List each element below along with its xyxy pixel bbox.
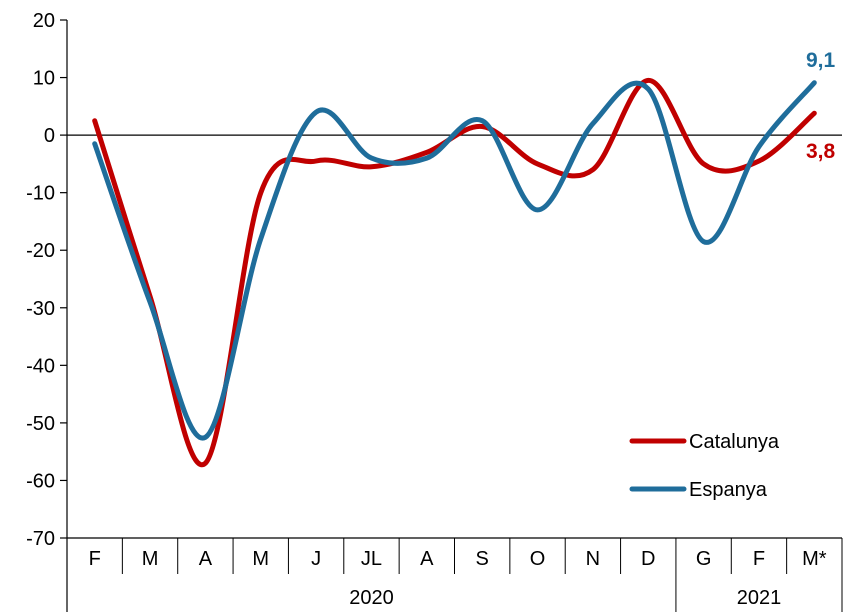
y-tick-label: 0 xyxy=(44,125,55,147)
x-tick-label: A xyxy=(199,548,213,570)
x-tick-label: JL xyxy=(361,548,382,570)
x-tick-label: S xyxy=(476,548,489,570)
y-tick-label: 20 xyxy=(33,10,55,32)
y-tick-label: 10 xyxy=(33,68,55,90)
y-tick-label: -70 xyxy=(26,528,55,550)
y-tick-label: -40 xyxy=(26,355,55,377)
legend-label-catalunya: Catalunya xyxy=(689,431,780,453)
series-line-catalunya xyxy=(92,77,817,468)
x-tick-label: O xyxy=(530,548,546,570)
y-tick-label: -50 xyxy=(26,413,55,435)
x-tick-label: M* xyxy=(802,548,827,570)
year-group-label: 2021 xyxy=(737,587,782,609)
x-tick-label: A xyxy=(420,548,434,570)
x-tick-label: G xyxy=(696,548,712,570)
x-tick-label: M xyxy=(142,548,159,570)
x-tick-label: D xyxy=(641,548,655,570)
x-tick-label: N xyxy=(586,548,600,570)
series-line-espanya xyxy=(92,80,817,441)
x-tick-label: M xyxy=(252,548,269,570)
y-tick-label: -10 xyxy=(26,183,55,205)
labels-layer: 20 10 0 -10 -20 -30 -40 -50 -60 -70 F M A M J JL A S O N D G F… xyxy=(26,10,827,609)
x-tick-label: F xyxy=(753,548,765,570)
y-tick-label: -30 xyxy=(26,298,55,320)
y-tick-label: -20 xyxy=(26,240,55,262)
y-tick-label: -60 xyxy=(26,470,55,492)
year-group-label: 2020 xyxy=(349,587,394,609)
x-tick-label: F xyxy=(89,548,101,570)
legend-label-espanya: Espanya xyxy=(689,479,768,501)
end-value-label-espanya: 9,1 xyxy=(806,49,836,72)
series-layer xyxy=(92,77,817,468)
x-tick-label: J xyxy=(311,548,321,570)
end-value-label-catalunya: 3,8 xyxy=(806,140,836,163)
axes-layer xyxy=(60,19,843,612)
legend: Catalunya Espanya xyxy=(629,431,780,501)
